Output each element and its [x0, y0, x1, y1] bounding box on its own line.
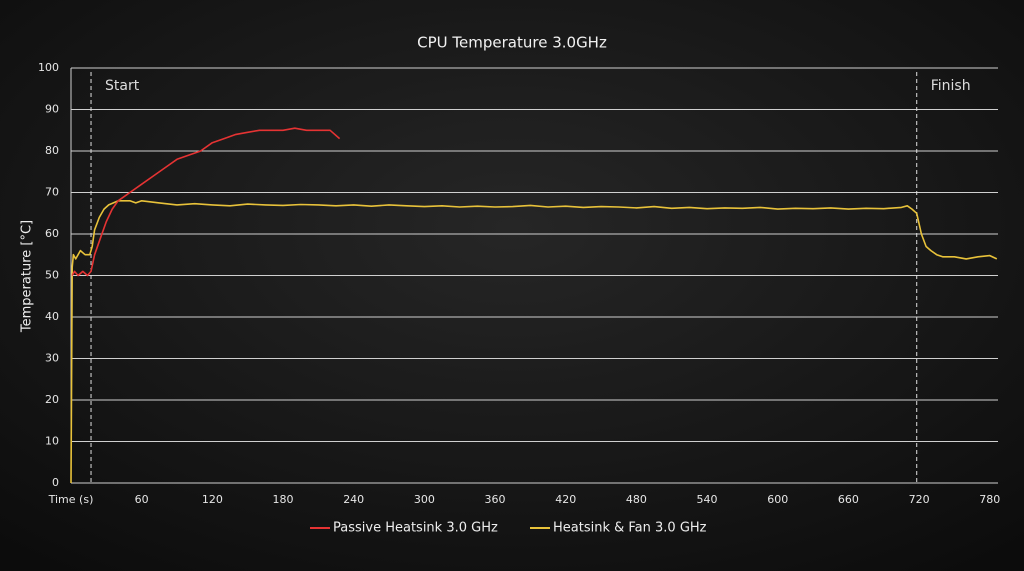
x-tick-label: Time (s)	[48, 493, 94, 506]
x-tick-label: 240	[343, 493, 364, 506]
annotation-label: Finish	[931, 78, 971, 94]
x-tick-label: 420	[555, 493, 576, 506]
x-tick-label: 60	[135, 493, 149, 506]
x-tick-label: 780	[979, 493, 1000, 506]
annotation-label: Start	[105, 78, 140, 94]
x-tick-label: 180	[273, 493, 294, 506]
series-line	[70, 200, 998, 484]
chart-title: CPU Temperature 3.0GHz	[417, 34, 607, 52]
x-tick-label: 720	[909, 493, 930, 506]
x-tick-label: 120	[202, 493, 223, 506]
x-tick-label: 300	[414, 493, 435, 506]
y-tick-label: 20	[45, 393, 59, 406]
y-tick-label: 40	[45, 310, 59, 323]
y-tick-label: 10	[45, 435, 59, 448]
x-tick-label: 480	[626, 493, 647, 506]
y-tick-label: 70	[45, 186, 59, 199]
y-tick-label: 90	[45, 103, 59, 116]
x-tick-label: 360	[485, 493, 506, 506]
x-tick-label: 600	[767, 493, 788, 506]
legend-label: Heatsink & Fan 3.0 GHz	[553, 521, 707, 536]
legend-label: Passive Heatsink 3.0 GHz	[333, 521, 498, 536]
x-tick-label: 660	[838, 493, 859, 506]
y-tick-label: 50	[45, 269, 59, 282]
series-line	[71, 127, 341, 277]
x-tick-label: 540	[697, 493, 718, 506]
y-tick-label: 30	[45, 352, 59, 365]
y-tick-label: 0	[52, 476, 59, 489]
y-tick-label: 100	[38, 61, 59, 74]
y-tick-label: 60	[45, 227, 59, 240]
y-axis-title: Temperature [°C]	[20, 220, 35, 333]
y-tick-label: 80	[45, 144, 59, 157]
